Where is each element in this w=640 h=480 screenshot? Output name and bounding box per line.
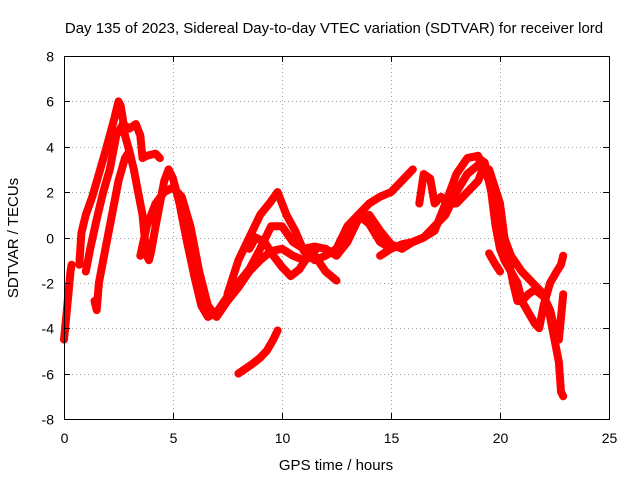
data-series-track-4 [90, 147, 134, 315]
x-tick-label: 10 [275, 430, 291, 446]
plot-area [60, 97, 568, 401]
y-tick-label: -2 [42, 276, 55, 292]
x-axis-label: GPS time / hours [279, 457, 393, 474]
y-axis-label: SDTVAR / TECUs [5, 178, 22, 298]
x-tick-label: 5 [170, 430, 178, 446]
data-series-track-3 [81, 120, 164, 276]
data-series-track-7 [234, 326, 282, 378]
data-series-track-11 [415, 165, 487, 208]
y-tick-label: 8 [46, 49, 54, 65]
x-tick-label: 20 [493, 430, 509, 446]
data-series-track-2 [75, 97, 568, 401]
y-tick-label: -8 [42, 412, 55, 428]
y-tick-label: 4 [46, 140, 54, 156]
data-series-track-12 [474, 154, 568, 333]
x-tick-label: 0 [61, 430, 69, 446]
axes: 0 5 10 15 20 25 -8 -6 -4 -2 0 2 4 6 8 [42, 49, 618, 447]
data-series-track-6 [223, 188, 395, 299]
chart-title: Day 135 of 2023, Sidereal Day-to-day VTE… [65, 20, 603, 37]
y-tick-label: 6 [46, 94, 54, 110]
data-series-track-1 [60, 260, 76, 344]
data-series-track-8 [245, 233, 321, 281]
x-tick-label: 25 [602, 430, 618, 446]
y-tick-label: -4 [42, 321, 55, 337]
data-series-track-5 [136, 183, 341, 321]
y-tick-label: 2 [46, 185, 54, 201]
y-tick-label: 0 [46, 231, 54, 247]
data-series-track-13 [485, 249, 504, 276]
x-tick-label: 15 [384, 430, 400, 446]
y-tick-label: -6 [42, 367, 55, 383]
data-series-track-9 [332, 165, 417, 253]
